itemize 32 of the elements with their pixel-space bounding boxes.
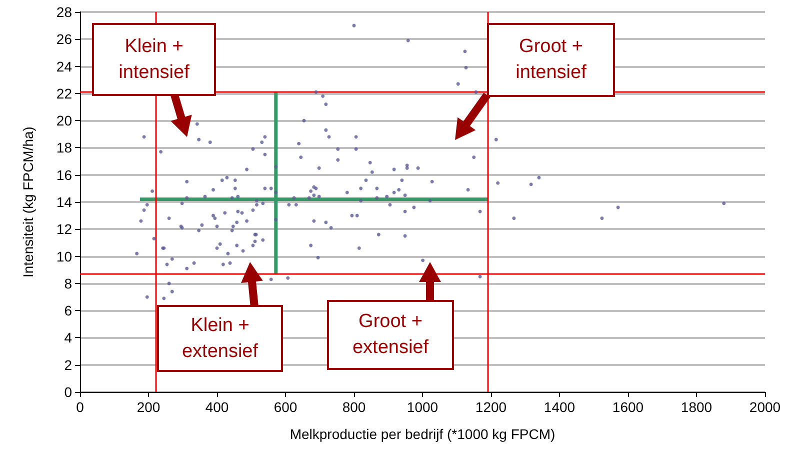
y-axis-title: Intensiteit (kg FPCM/ha): [20, 126, 36, 278]
y-tick-label: 4: [64, 330, 72, 346]
y-tick-label: 16: [56, 166, 72, 183]
y-tick-label: 20: [56, 112, 72, 129]
x-tick-label: 1000: [406, 399, 438, 415]
annotation: Klein + extensief: [157, 305, 283, 372]
x-tick-label: 200: [136, 399, 160, 415]
x-tick-label: 1600: [612, 399, 644, 415]
x-tick-label: 0: [76, 399, 84, 415]
x-tick-label: 1400: [544, 399, 576, 415]
x-tick-label: 800: [342, 399, 366, 415]
y-tick-label: 28: [56, 4, 72, 20]
y-tick-label: 10: [56, 248, 72, 264]
y-tick-label: 14: [56, 194, 72, 210]
x-tick-label: 400: [205, 399, 229, 415]
y-tick-label: 18: [56, 140, 72, 156]
y-tick-label: 0: [64, 384, 72, 400]
x-tick-label: 1800: [680, 399, 712, 415]
x-tick-label: 600: [274, 399, 298, 415]
annotation: Groot + intensief: [487, 23, 615, 97]
y-tick-label: 24: [56, 58, 72, 74]
y-tick-label: 12: [56, 221, 72, 238]
x-tick-label: 1200: [475, 399, 507, 415]
annotation: Groot + extensief: [327, 300, 454, 370]
annotation: Klein + intensief: [92, 23, 216, 96]
y-tick-label: 8: [64, 275, 72, 292]
y-tick-label: 26: [56, 31, 72, 48]
y-tick-label: 6: [64, 302, 72, 319]
x-axis-title: Melkproductie per bedrijf (*1000 kg FPCM): [290, 426, 556, 442]
y-tick-label: 22: [56, 85, 72, 102]
x-tick-label: 2000: [749, 399, 781, 415]
y-tick-label: 2: [64, 356, 72, 373]
